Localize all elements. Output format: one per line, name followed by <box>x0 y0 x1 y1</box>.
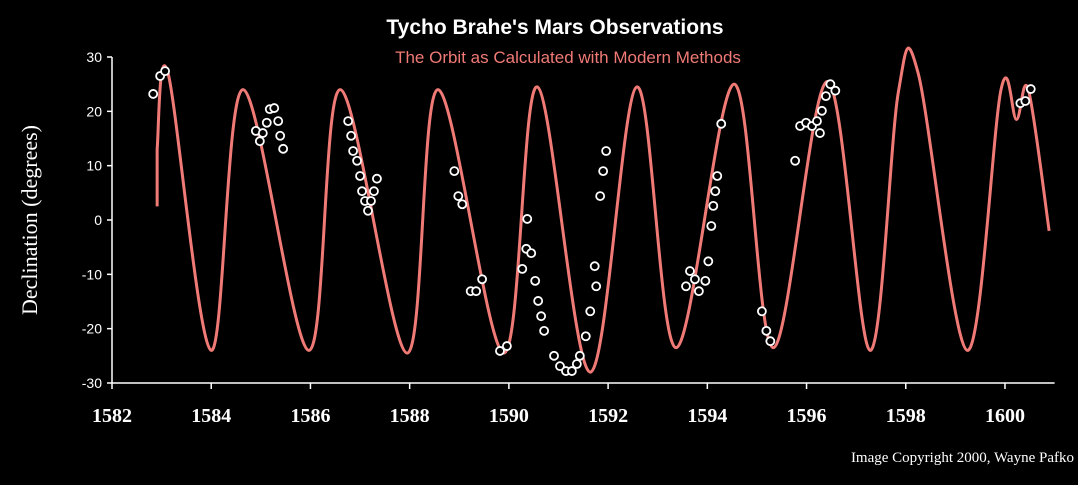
y-axis-label: Declination (degrees) <box>17 125 42 315</box>
observation-point <box>571 359 582 369</box>
observation-point <box>501 341 512 351</box>
observation-point <box>275 130 286 141</box>
observation-point <box>685 266 695 276</box>
observation-point <box>566 366 577 376</box>
observation-point <box>574 350 585 361</box>
observation-point <box>261 117 272 128</box>
observation-point <box>601 146 612 156</box>
observation-point <box>815 128 825 138</box>
observation-point <box>1020 96 1031 106</box>
observation-point <box>269 103 280 113</box>
x-tick-label: 1594 <box>687 405 727 427</box>
observation-point <box>765 336 776 347</box>
observation-point <box>471 286 482 297</box>
observation-point <box>706 221 717 231</box>
observation-point <box>278 143 289 154</box>
observation-point <box>820 91 831 102</box>
observation-point <box>825 79 836 90</box>
y-tick-label: 10 <box>86 158 102 174</box>
observation-point <box>369 186 379 197</box>
y-tick-label: 0 <box>94 212 102 228</box>
observation-point <box>533 296 544 306</box>
x-tick-label: 1588 <box>390 405 430 427</box>
observation-point <box>681 281 691 292</box>
observation-point <box>453 191 464 201</box>
observation-point <box>693 286 704 297</box>
x-tick-label: 1598 <box>886 405 926 427</box>
x-tick-label: 1584 <box>191 405 231 427</box>
y-tick-label: -20 <box>82 321 102 337</box>
observation-point <box>536 311 547 322</box>
observation-point <box>477 274 487 285</box>
observation-point <box>712 171 723 181</box>
observation-point <box>1025 84 1036 94</box>
observation-point <box>160 66 170 77</box>
observation-point <box>549 350 559 361</box>
observation-point <box>589 261 600 272</box>
x-tick-label: 1592 <box>588 405 628 427</box>
observation-point <box>817 105 827 116</box>
x-tick-label: 1582 <box>92 405 132 427</box>
observation-point <box>148 89 159 99</box>
observation-point <box>591 281 602 292</box>
observation-point <box>348 146 359 156</box>
observation-point <box>585 306 596 317</box>
observation-point <box>716 118 727 129</box>
observation-point <box>595 191 606 201</box>
observation-point <box>273 116 284 127</box>
chart-subtitle: The Orbit as Calculated with Modern Meth… <box>395 48 741 67</box>
x-tick-label: 1590 <box>489 405 529 427</box>
observation-point <box>343 116 354 127</box>
observation-point <box>522 214 533 224</box>
observation-point <box>761 325 772 336</box>
observation-point <box>580 331 591 342</box>
observation-point <box>355 171 365 181</box>
x-tick-label: 1596 <box>787 405 827 427</box>
observation-point <box>812 116 822 127</box>
observation-point <box>790 155 801 166</box>
chart-title: Tycho Brahe's Mars Observations <box>386 16 723 39</box>
copyright: Image Copyright 2000, Wayne Pafko <box>851 450 1074 466</box>
observation-point <box>254 136 265 147</box>
observation-point <box>526 248 537 259</box>
y-tick-label: -30 <box>82 375 102 391</box>
observation-point <box>346 130 357 141</box>
observation-point <box>495 346 505 356</box>
x-tick-label: 1600 <box>985 405 1025 427</box>
y-tick-label: 30 <box>86 49 102 65</box>
observation-point <box>517 263 528 274</box>
orbit-line <box>155 46 1051 374</box>
observation-point <box>700 275 711 286</box>
x-tick-label: 1586 <box>290 405 330 427</box>
observation-point <box>598 166 609 177</box>
observation-point <box>449 166 460 177</box>
observation-point <box>756 306 767 317</box>
observation-point <box>530 275 541 286</box>
observation-point <box>357 186 367 197</box>
observation-point <box>372 173 382 184</box>
observation-point <box>257 128 268 138</box>
observation-point <box>830 85 841 96</box>
observation-point <box>703 256 714 267</box>
observation-point <box>363 205 373 216</box>
y-tick-label: 20 <box>86 103 102 119</box>
observation-point <box>710 186 721 197</box>
observation-point <box>539 325 550 336</box>
y-tick-label: -10 <box>82 266 102 282</box>
observation-point <box>457 199 468 210</box>
observation-point <box>690 274 700 285</box>
observation-point <box>352 155 362 166</box>
observation-point <box>708 200 719 211</box>
observation-point <box>366 196 376 206</box>
